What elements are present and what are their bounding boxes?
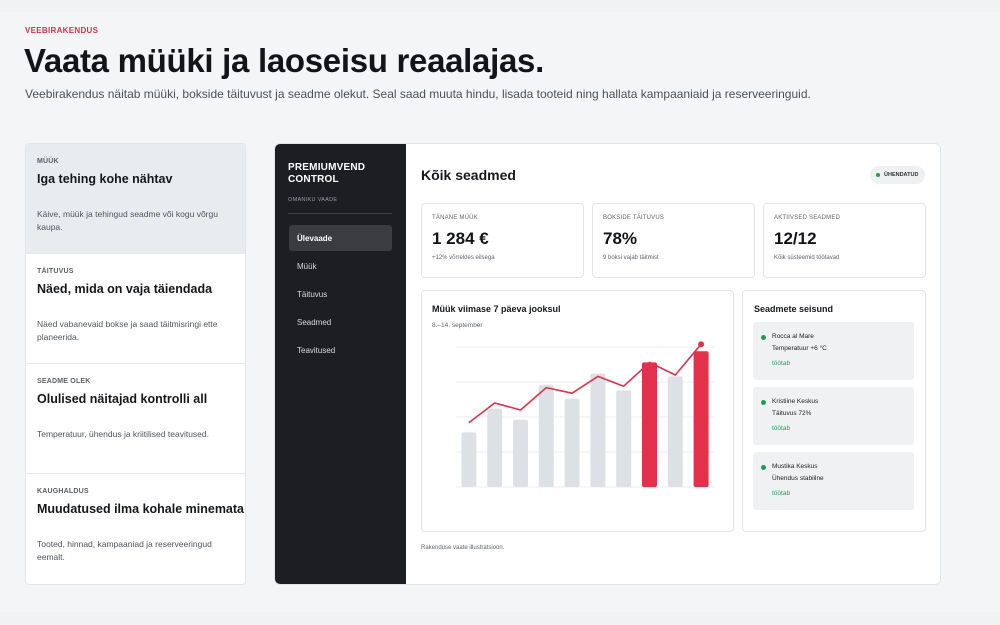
chart-bar[interactable] <box>513 419 528 487</box>
sidebar-divider <box>288 213 392 214</box>
device-status: töötab <box>772 490 791 497</box>
kpi-card-sales: TÄNANE MÜÜK 1 284 € +12% võrreldes eilse… <box>421 203 584 278</box>
nav-item-fill[interactable]: Täituvus <box>297 290 328 299</box>
chart-bar[interactable] <box>487 408 503 487</box>
nav-item-overview[interactable]: Ülevaade <box>289 225 392 251</box>
app-mockup: PREMIUMVEND CONTROL OMANIKU VAADE Ülevaa… <box>274 143 941 585</box>
app-brand-subtitle: OMANIKU VAADE <box>288 197 338 203</box>
status-dot-icon <box>761 465 766 470</box>
device-item[interactable]: Mustika Keskus Ühendus stabiilne töötab <box>753 452 914 510</box>
chart-title: Müük viimase 7 päeva jooksul <box>432 304 561 314</box>
sales-chart <box>456 341 714 488</box>
feature-title: Muudatused ilma kohale minemata <box>37 502 244 516</box>
bottom-band <box>0 612 1000 625</box>
section-eyebrow: VEEBIRAKENDUS <box>25 26 99 35</box>
feature-desc: Käive, müük ja tehingud seadme või kogu … <box>37 209 218 232</box>
nav-item-notifications[interactable]: Teavitused <box>297 346 336 355</box>
kpi-card-devices: AKTIIVSED SEADMED 12/12 Kõik süsteemid t… <box>763 203 926 278</box>
main-title: Kõik seadmed <box>421 167 516 183</box>
kpi-card-fill: BOKSIDE TÄITUVUS 78% 9 boksi vajab täitm… <box>592 203 755 278</box>
feature-title: Iga tehing kohe nähtav <box>37 172 173 186</box>
feature-kicker: KAUGHALDUS <box>37 488 89 495</box>
device-metric: Täituvus 72% <box>772 410 812 417</box>
chart-bar[interactable] <box>590 373 606 487</box>
page-title: Vaata müüki ja laoseisu reaalajas. <box>24 42 544 79</box>
feature-desc: Näed vabanevaid bokse ja saad täitmisrin… <box>37 319 218 342</box>
feature-kicker: MÜÜK <box>37 158 59 165</box>
kpi-value: 12/12 <box>774 229 817 248</box>
feature-title: Näed, mida on vaja täiendada <box>37 282 213 296</box>
device-metric: Ühendus stabiilne <box>772 475 824 482</box>
chart-trend-endpoint <box>698 341 705 348</box>
kpi-label: BOKSIDE TÄITUVUS <box>603 215 665 221</box>
app-sidebar: PREMIUMVEND CONTROL OMANIKU VAADE Ülevaa… <box>275 144 406 584</box>
chart-bar[interactable] <box>461 432 477 487</box>
feature-list: MÜÜK Iga tehing kohe nähtav Käive, müük … <box>25 143 246 585</box>
status-label: ÜHENDATUD <box>884 172 919 178</box>
feature-title: Olulised näitajad kontrolli all <box>37 392 208 406</box>
chart-bar[interactable] <box>642 362 657 487</box>
device-metric: Temperatuur +6 °C <box>772 345 827 352</box>
status-dot-icon <box>761 400 766 405</box>
device-status: töötab <box>772 425 791 432</box>
feature-desc: Tooted, hinnad, kampaaniad ja reserveeri… <box>37 539 212 562</box>
kpi-value: 1 284 € <box>432 229 489 248</box>
device-name: Kristiine Keskus <box>772 398 819 405</box>
nav-item-devices[interactable]: Seadmed <box>297 318 332 327</box>
chart-bar[interactable] <box>564 398 580 487</box>
kpi-label: TÄNANE MÜÜK <box>432 215 478 221</box>
nav-item-sales[interactable]: Müük <box>297 262 317 271</box>
app-brand: PREMIUMVEND CONTROL <box>288 162 366 185</box>
device-status-title: Seadmete seisund <box>754 304 834 314</box>
device-item[interactable]: Rocca al Mare Temperatuur +6 °C töötab <box>753 322 914 380</box>
feature-kicker: SEADME OLEK <box>37 378 91 385</box>
feature-item-fill[interactable]: TÄITUVUS Näed, mida on vaja täiendada Nä… <box>26 254 245 364</box>
device-status-card: Seadmete seisund Rocca al Mare Temperatu… <box>742 290 926 532</box>
feature-item-remote[interactable]: KAUGHALDUS Muudatused ilma kohale minema… <box>26 474 245 584</box>
status-dot-icon <box>876 173 880 177</box>
feature-kicker: TÄITUVUS <box>37 268 74 275</box>
device-name: Rocca al Mare <box>772 333 814 340</box>
sales-chart-card: Müük viimase 7 päeva jooksul 8.–14. sept… <box>421 290 734 532</box>
feature-item-device-state[interactable]: SEADME OLEK Olulised näitajad kontrolli … <box>26 364 245 474</box>
chart-bar[interactable] <box>538 384 554 487</box>
feature-item-sales[interactable]: MÜÜK Iga tehing kohe nähtav Käive, müük … <box>26 144 245 254</box>
kpi-value: 78% <box>603 229 638 248</box>
feature-desc: Temperatuur, ühendus ja kriitilised teav… <box>37 429 209 439</box>
kpi-sub: 9 boksi vajab täitmist <box>603 255 659 261</box>
chart-trend-line <box>468 343 702 424</box>
device-status: töötab <box>772 360 791 367</box>
status-dot-icon <box>761 335 766 340</box>
connection-status-badge: ÜHENDATUD <box>870 166 925 184</box>
top-band <box>0 0 1000 12</box>
chart-subtitle: 8.–14. september <box>432 322 483 329</box>
footnote: Rakenduse vaate illustratsioon. <box>421 545 505 551</box>
kpi-sub: +12% võrreldes eilsega <box>432 255 495 261</box>
chart-bar[interactable] <box>667 376 683 487</box>
device-name: Mustika Keskus <box>772 463 818 470</box>
chart-bar[interactable] <box>693 351 709 487</box>
page-lead: Veebirakendus näitab müüki, bokside täit… <box>25 87 811 101</box>
kpi-label: AKTIIVSED SEADMED <box>774 215 841 221</box>
device-item[interactable]: Kristiine Keskus Täituvus 72% töötab <box>753 387 914 445</box>
kpi-sub: Kõik süsteemid töötavad <box>774 255 840 261</box>
chart-bar[interactable] <box>616 390 632 487</box>
